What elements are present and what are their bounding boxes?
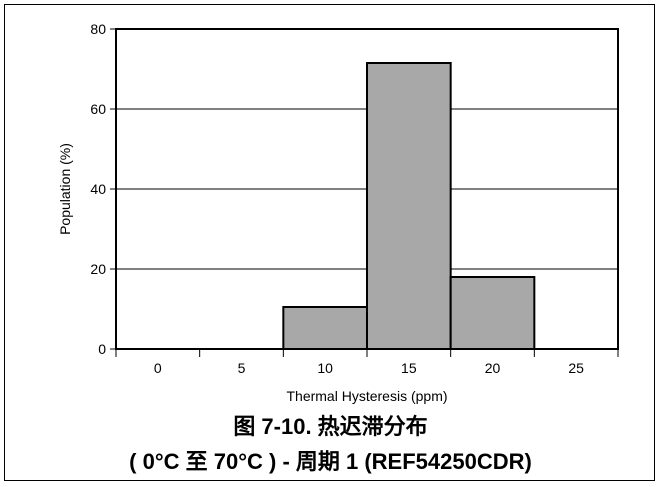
y-tick-label-20: 20 [90, 261, 106, 277]
bar-10 [282, 306, 369, 350]
histogram-chart: 0 20 40 60 80 0 5 10 15 20 25 Population (%) Therm… [57, 21, 619, 404]
y-tick-label-40: 40 [90, 181, 106, 197]
y-tick-label-80: 80 [90, 21, 106, 37]
figure-caption-title: 图 7-10. 热迟滞分布 [233, 414, 428, 439]
figure-frame [4, 4, 655, 481]
y-tick-label-60: 60 [90, 101, 106, 117]
x-tick-label-0: 0 [154, 360, 162, 376]
x-tick-label-25: 25 [568, 360, 584, 376]
y-axis-label: Population (%) [57, 143, 73, 235]
x-tick-label-20: 20 [485, 360, 501, 376]
x-tick-label-5: 5 [238, 360, 246, 376]
x-axis-label: Thermal Hysteresis (ppm) [286, 388, 447, 404]
x-tick-label-10: 10 [317, 360, 333, 376]
bar-20 [449, 276, 536, 350]
bars-layer [282, 62, 536, 350]
figure-caption-subtitle: ( 0°C 至 70°C ) - 周期 1 (REF54250CDR) [129, 449, 532, 474]
bar-15 [366, 62, 452, 350]
ticks-layer: 0 20 40 60 80 0 5 10 15 20 25 [90, 21, 619, 376]
y-tick-label-0: 0 [98, 341, 106, 357]
x-tick-label-15: 15 [401, 360, 417, 376]
